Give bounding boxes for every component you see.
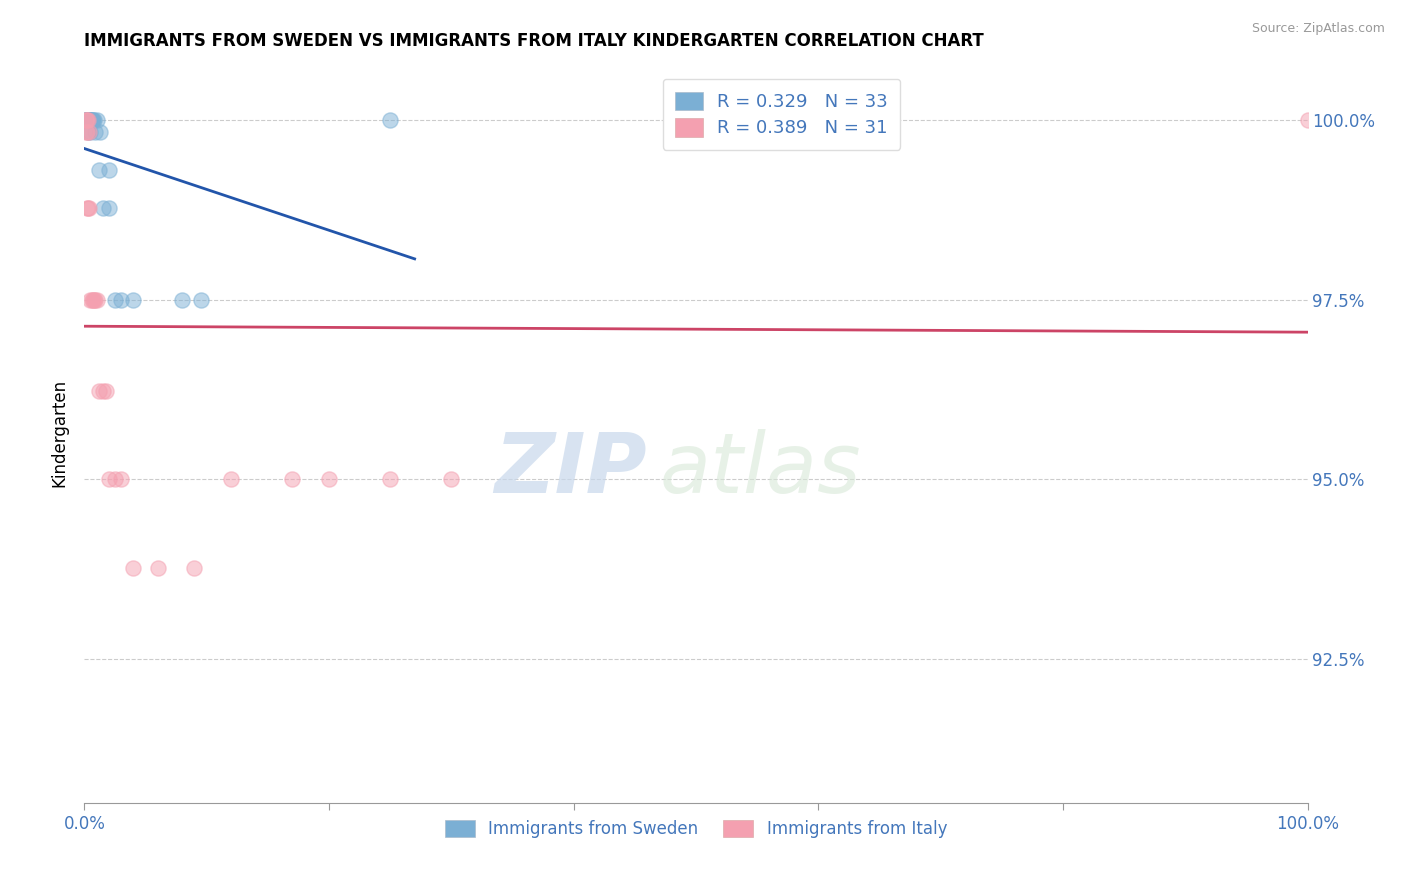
Point xyxy=(75,112,97,127)
Point xyxy=(97,163,120,178)
Point xyxy=(84,293,107,308)
Point xyxy=(83,112,105,127)
Point xyxy=(380,112,402,127)
Point xyxy=(80,112,103,127)
Point xyxy=(76,112,98,127)
Point xyxy=(110,472,132,486)
Point xyxy=(76,125,98,139)
Point xyxy=(83,293,105,308)
Y-axis label: Kindergarten: Kindergarten xyxy=(51,378,69,487)
Point xyxy=(86,112,108,127)
Point xyxy=(183,560,205,574)
Point xyxy=(172,293,194,308)
Point xyxy=(80,293,103,307)
Point xyxy=(79,293,101,307)
Point xyxy=(77,112,100,127)
Point xyxy=(79,112,101,127)
Text: IMMIGRANTS FROM SWEDEN VS IMMIGRANTS FROM ITALY KINDERGARTEN CORRELATION CHART: IMMIGRANTS FROM SWEDEN VS IMMIGRANTS FRO… xyxy=(84,32,984,50)
Point xyxy=(219,472,242,486)
Point xyxy=(77,112,100,127)
Point xyxy=(122,293,145,307)
Point xyxy=(79,112,101,127)
Point xyxy=(75,112,97,127)
Point xyxy=(76,112,98,127)
Point xyxy=(380,472,402,486)
Point xyxy=(75,112,97,127)
Point xyxy=(77,112,100,127)
Point xyxy=(76,112,98,127)
Point xyxy=(77,112,100,127)
Point xyxy=(104,472,127,486)
Point xyxy=(77,202,100,216)
Point xyxy=(82,112,104,127)
Point xyxy=(110,293,132,308)
Point xyxy=(87,163,110,178)
Point xyxy=(146,560,169,574)
Point xyxy=(87,384,110,398)
Point xyxy=(190,293,212,307)
Point xyxy=(75,112,97,127)
Point xyxy=(84,125,107,139)
Text: ZIP: ZIP xyxy=(495,429,647,510)
Point xyxy=(318,472,340,486)
Point xyxy=(86,293,108,308)
Point xyxy=(75,112,97,127)
Point xyxy=(76,112,98,127)
Point xyxy=(79,125,101,139)
Point xyxy=(97,202,120,216)
Point xyxy=(77,112,100,127)
Point xyxy=(96,384,118,398)
Text: atlas: atlas xyxy=(659,429,860,510)
Point xyxy=(77,125,100,139)
Point xyxy=(82,293,104,307)
Point xyxy=(89,125,111,139)
Point xyxy=(104,293,127,307)
Point xyxy=(281,472,304,486)
Point xyxy=(76,112,98,127)
Point xyxy=(91,384,114,398)
Point xyxy=(77,202,100,216)
Point xyxy=(75,125,97,139)
Point xyxy=(440,472,463,486)
Text: Source: ZipAtlas.com: Source: ZipAtlas.com xyxy=(1251,22,1385,36)
Point xyxy=(80,112,103,127)
Point xyxy=(97,472,120,486)
Point xyxy=(91,202,114,216)
Point xyxy=(77,112,100,127)
Point xyxy=(122,560,145,574)
Point xyxy=(1296,112,1319,127)
Point xyxy=(77,125,100,139)
Point xyxy=(76,202,98,216)
Legend: Immigrants from Sweden, Immigrants from Italy: Immigrants from Sweden, Immigrants from … xyxy=(436,812,956,847)
